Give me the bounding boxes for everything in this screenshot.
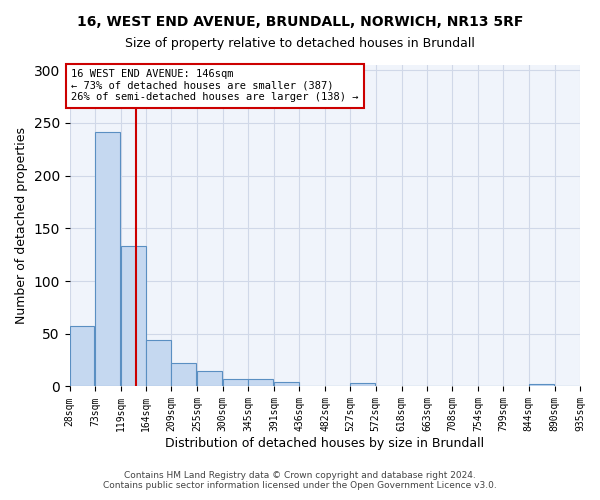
Bar <box>121 246 146 386</box>
Bar <box>95 132 120 386</box>
Bar <box>248 379 273 386</box>
Bar <box>172 364 196 386</box>
Bar <box>274 382 299 386</box>
Text: Contains HM Land Registry data © Crown copyright and database right 2024.
Contai: Contains HM Land Registry data © Crown c… <box>103 470 497 490</box>
Y-axis label: Number of detached properties: Number of detached properties <box>15 127 28 324</box>
Text: 16 WEST END AVENUE: 146sqm
← 73% of detached houses are smaller (387)
26% of sem: 16 WEST END AVENUE: 146sqm ← 73% of deta… <box>71 69 359 102</box>
Bar <box>70 326 94 386</box>
X-axis label: Distribution of detached houses by size in Brundall: Distribution of detached houses by size … <box>165 437 484 450</box>
Bar <box>350 384 375 386</box>
Bar <box>146 340 171 386</box>
Text: Size of property relative to detached houses in Brundall: Size of property relative to detached ho… <box>125 38 475 51</box>
Bar <box>197 370 222 386</box>
Bar <box>529 384 554 386</box>
Bar <box>223 379 248 386</box>
Text: 16, WEST END AVENUE, BRUNDALL, NORWICH, NR13 5RF: 16, WEST END AVENUE, BRUNDALL, NORWICH, … <box>77 15 523 29</box>
